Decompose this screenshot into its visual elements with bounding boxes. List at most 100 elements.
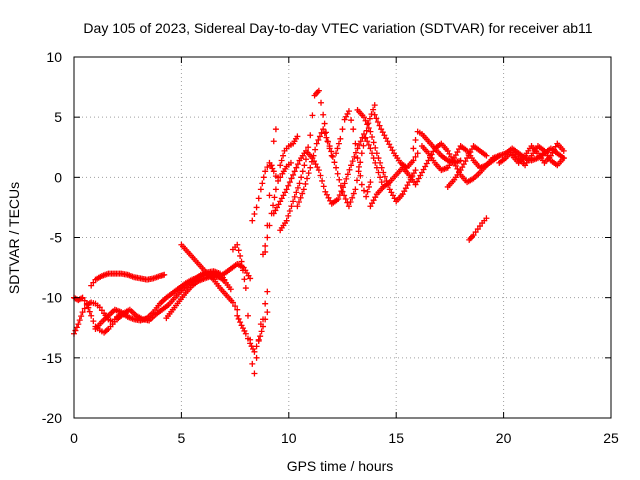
data-point bbox=[286, 179, 293, 186]
data-point bbox=[373, 115, 380, 122]
tick-marks bbox=[73, 56, 612, 419]
data-point bbox=[334, 145, 341, 152]
data-point bbox=[88, 312, 95, 319]
data-point bbox=[370, 197, 377, 204]
data-point bbox=[291, 193, 298, 200]
data-point bbox=[78, 313, 85, 320]
data-point bbox=[290, 198, 297, 205]
x-axis-label: GPS time / hours bbox=[287, 458, 394, 474]
data-series-arc-2 bbox=[71, 294, 129, 336]
x-tick-label: 20 bbox=[496, 430, 512, 446]
data-point bbox=[278, 157, 285, 164]
data-point bbox=[242, 285, 249, 292]
data-point bbox=[96, 304, 103, 311]
data-point bbox=[241, 327, 248, 334]
data-point bbox=[401, 188, 408, 195]
data-point bbox=[314, 164, 321, 171]
data-point bbox=[234, 306, 241, 313]
data-point bbox=[547, 152, 554, 159]
data-point bbox=[339, 126, 346, 133]
data-point bbox=[349, 158, 356, 165]
data-point bbox=[280, 192, 287, 199]
data-point bbox=[412, 137, 419, 144]
data-point bbox=[470, 232, 477, 239]
data-point bbox=[273, 204, 280, 211]
data-point bbox=[418, 169, 425, 176]
data-point bbox=[253, 204, 260, 211]
data-point bbox=[81, 305, 88, 312]
data-point bbox=[420, 166, 427, 173]
data-point bbox=[287, 159, 294, 166]
data-point bbox=[299, 168, 306, 175]
data-point bbox=[270, 210, 277, 217]
data-point bbox=[355, 163, 362, 170]
data-point bbox=[344, 110, 351, 117]
data-series-arc-24 bbox=[496, 143, 567, 169]
data-point bbox=[264, 288, 271, 295]
data-point bbox=[410, 170, 417, 177]
data-point bbox=[259, 180, 266, 187]
data-point bbox=[242, 330, 249, 337]
data-point bbox=[381, 132, 388, 139]
data-point bbox=[353, 177, 360, 184]
data-point bbox=[72, 327, 79, 334]
data-point bbox=[288, 203, 295, 210]
data-point bbox=[365, 124, 372, 131]
data-point bbox=[354, 155, 361, 162]
data-point bbox=[296, 199, 303, 206]
data-series-arc-15 bbox=[333, 108, 374, 200]
y-tick-label: 10 bbox=[46, 49, 62, 65]
data-point bbox=[277, 162, 284, 169]
data-point bbox=[474, 226, 481, 233]
data-point bbox=[285, 212, 292, 219]
data-point bbox=[264, 234, 271, 241]
data-series-arc-6 bbox=[178, 241, 241, 313]
data-point bbox=[266, 192, 273, 199]
data-point bbox=[81, 297, 88, 304]
data-point bbox=[347, 199, 354, 206]
data-point bbox=[388, 189, 395, 196]
data-point bbox=[372, 144, 379, 151]
data-point bbox=[341, 180, 348, 187]
data-point bbox=[365, 141, 372, 148]
data-point bbox=[380, 169, 387, 176]
data-series-arc-14 bbox=[294, 102, 378, 210]
data-point bbox=[85, 304, 92, 311]
data-point bbox=[320, 111, 327, 118]
data-point bbox=[417, 172, 424, 179]
x-tick-labels: 0 5 10 15 20 25 bbox=[70, 430, 619, 446]
data-point bbox=[360, 114, 367, 121]
data-point bbox=[328, 148, 335, 155]
data-point bbox=[384, 138, 391, 145]
data-series-arc-11 bbox=[249, 159, 294, 224]
data-series-arc-18 bbox=[371, 111, 421, 171]
data-point bbox=[371, 111, 378, 118]
data-point bbox=[307, 164, 314, 171]
data-point bbox=[315, 137, 322, 144]
data-point bbox=[288, 175, 295, 182]
data-point bbox=[234, 312, 241, 319]
data-series-arc-12 bbox=[270, 131, 387, 217]
data-point bbox=[79, 294, 86, 301]
data-point bbox=[277, 198, 284, 205]
data-point bbox=[282, 189, 289, 196]
data-point bbox=[75, 321, 82, 328]
data-point bbox=[422, 163, 429, 170]
data-point bbox=[357, 172, 364, 179]
data-point bbox=[323, 134, 330, 141]
data-point bbox=[465, 152, 472, 159]
data-point bbox=[333, 150, 340, 157]
data-point bbox=[249, 217, 256, 224]
data-point bbox=[360, 142, 367, 149]
data-point bbox=[351, 153, 358, 160]
data-series-arc-8 bbox=[234, 309, 271, 355]
data-point bbox=[308, 158, 315, 165]
data-point bbox=[262, 242, 269, 249]
data-point bbox=[285, 182, 292, 189]
data-point bbox=[451, 155, 458, 162]
data-point bbox=[414, 178, 421, 185]
data-point bbox=[459, 164, 466, 171]
data-point bbox=[247, 275, 254, 282]
data-point bbox=[253, 354, 260, 361]
